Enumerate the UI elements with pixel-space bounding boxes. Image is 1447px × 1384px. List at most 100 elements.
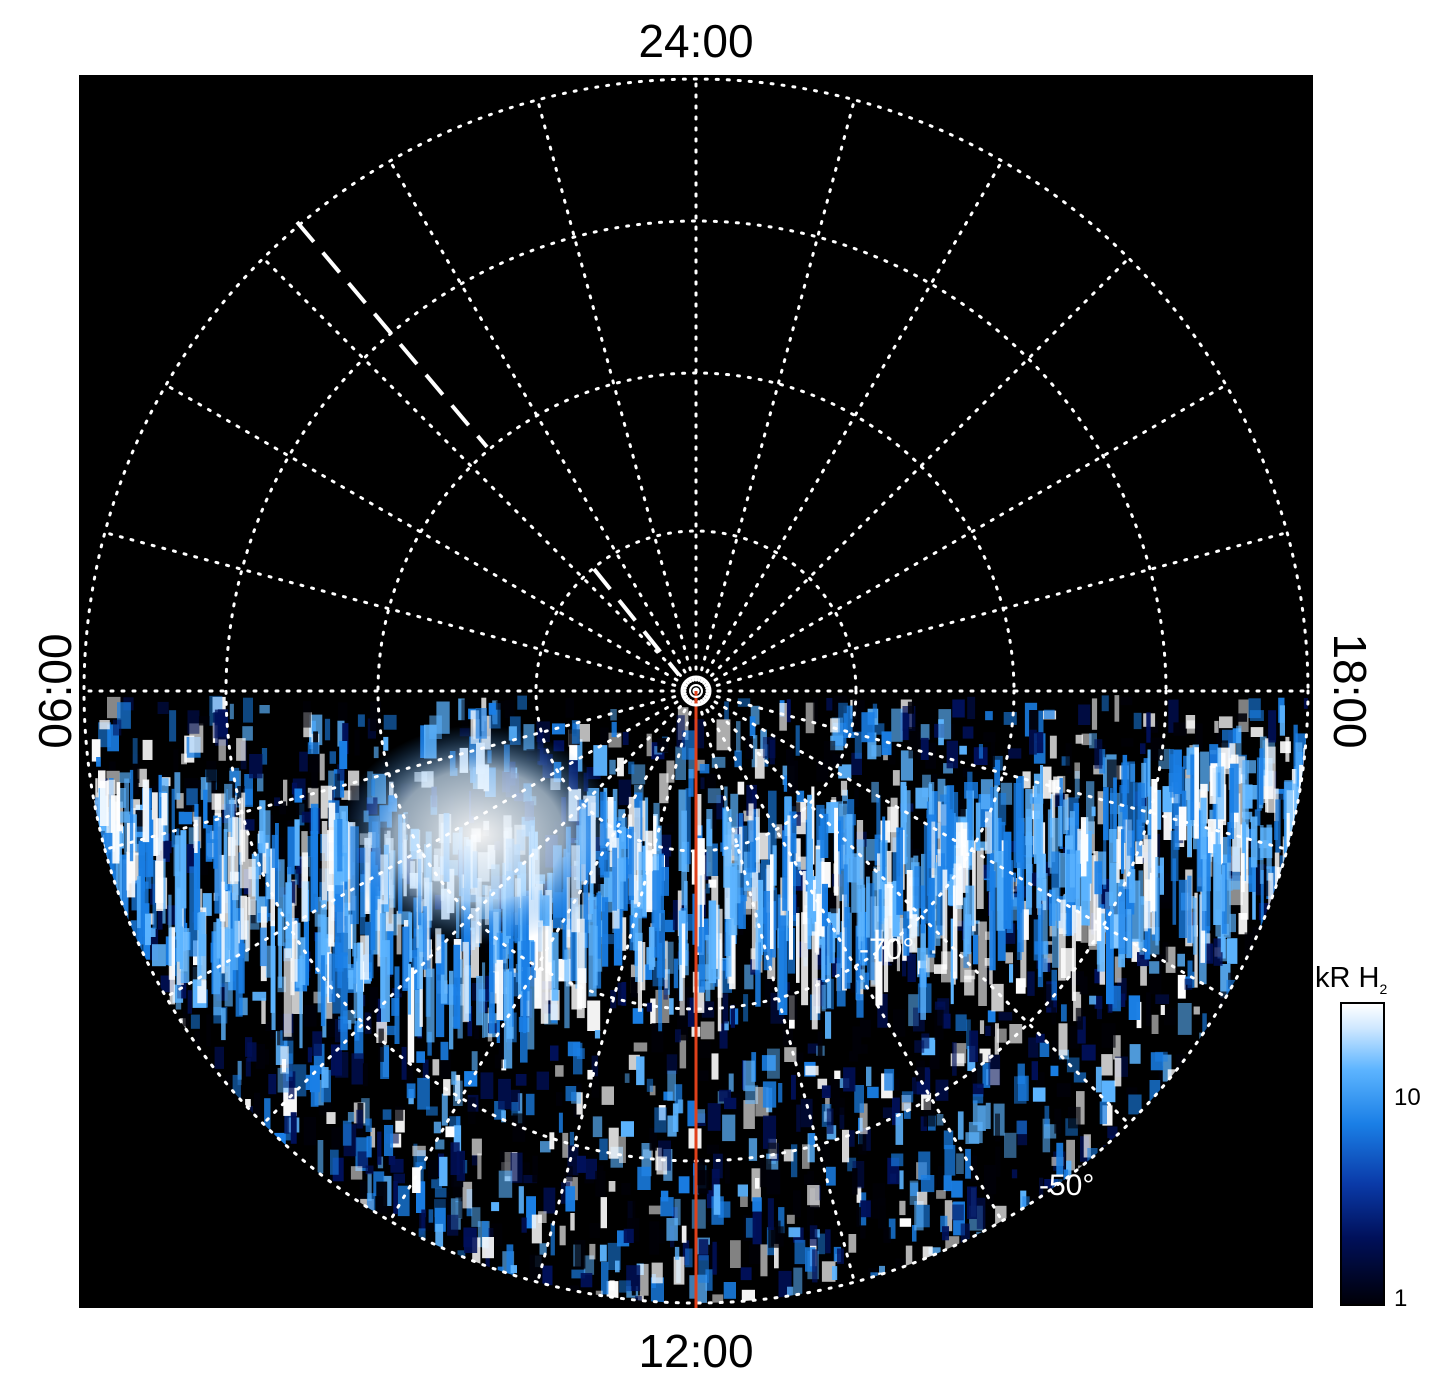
emission-pixel (847, 1157, 857, 1172)
emission-pixel (378, 1028, 384, 1062)
auroral-streak (734, 834, 741, 904)
emission-pixel (166, 905, 177, 925)
emission-pixel (943, 1175, 952, 1192)
emission-pixel (91, 739, 101, 762)
emission-pixel (1146, 712, 1151, 743)
emission-pixel (711, 756, 726, 768)
auroral-streak (1149, 872, 1157, 912)
emission-pixel (450, 1198, 461, 1230)
emission-pixel (675, 746, 686, 780)
auroral-streak (287, 826, 295, 875)
emission-pixel (1160, 1005, 1165, 1015)
emission-pixel (1091, 698, 1098, 730)
emission-pixel (617, 982, 626, 1006)
auroral-streak (310, 803, 319, 835)
emission-pixel (587, 1000, 601, 1031)
emission-pixel (482, 1237, 494, 1259)
emission-pixel (445, 1126, 455, 1138)
auroral-streak (842, 894, 847, 991)
auroral-streak (79, 800, 82, 879)
auroral-streak (182, 901, 186, 951)
emission-pixel (724, 1021, 729, 1031)
emission-pixel (435, 1223, 444, 1256)
emission-pixel (946, 740, 958, 769)
auroral-streak (619, 826, 626, 882)
auroral-streak (884, 884, 894, 962)
auroral-streak (337, 942, 342, 989)
emission-pixel (1128, 1094, 1142, 1115)
auroral-streak (784, 858, 789, 900)
emission-pixel (962, 767, 970, 777)
auroral-streak (1026, 808, 1031, 842)
auroral-streak (1190, 754, 1197, 820)
emission-pixel (665, 919, 675, 933)
pole-marker-icon (680, 675, 712, 707)
emission-pixel (417, 1077, 430, 1110)
emission-pixel (1260, 868, 1271, 897)
auroral-streak (1051, 851, 1061, 921)
emission-pixel (866, 1066, 872, 1087)
emission-pixel (574, 1240, 586, 1269)
auroral-streak (878, 889, 882, 962)
emission-pixel (656, 1229, 665, 1244)
auroral-streak (394, 966, 400, 1044)
auroral-streak (920, 885, 926, 934)
emission-pixel (796, 790, 805, 802)
auroral-streak (1121, 762, 1130, 794)
emission-pixel (937, 778, 946, 802)
emission-pixel (268, 1074, 277, 1095)
emission-pixel (883, 1227, 891, 1243)
auroral-streak (407, 967, 415, 1063)
auroral-streak (1062, 894, 1070, 937)
emission-pixel (1162, 942, 1169, 963)
emission-pixel (1103, 1145, 1116, 1155)
auroral-streak (985, 811, 992, 854)
emission-pixel (471, 1051, 478, 1071)
emission-pixel (842, 789, 848, 807)
auroral-streak (1033, 919, 1041, 961)
emission-pixel (1035, 1033, 1045, 1043)
emission-pixel (457, 1250, 466, 1277)
emission-pixel (1045, 944, 1053, 954)
emission-pixel (681, 1225, 687, 1243)
emission-pixel (313, 1043, 325, 1075)
auroral-streak (751, 871, 759, 970)
emission-pixel (1202, 1013, 1207, 1034)
emission-pixel (805, 1247, 816, 1272)
emission-pixel (462, 1181, 473, 1209)
emission-pixel (914, 1040, 925, 1053)
local-time-meridian (694, 689, 1228, 999)
auroral-streak (453, 944, 461, 1029)
emission-pixel (1140, 958, 1147, 986)
emission-pixel (685, 1248, 693, 1268)
emission-pixel (674, 1084, 683, 1114)
auroral-streak (99, 844, 105, 910)
emission-pixel (964, 969, 976, 980)
auroral-streak (1178, 766, 1185, 839)
emission-pixel (909, 1180, 919, 1205)
auroral-streak (408, 963, 411, 1015)
emission-pixel (488, 702, 497, 715)
auroral-streak (789, 861, 793, 960)
local-time-meridian (694, 531, 1289, 693)
emission-pixel (1008, 897, 1018, 921)
local-time-meridian (694, 383, 1228, 693)
emission-pixel (174, 772, 181, 800)
auroral-streak (1042, 873, 1048, 972)
emission-pixel (666, 760, 675, 783)
emission-pixel (660, 834, 672, 857)
auroral-streak (138, 840, 145, 892)
emission-pixel (290, 905, 301, 924)
emission-pixel (637, 1166, 651, 1190)
auroral-streak (768, 790, 777, 870)
emission-pixel (724, 701, 729, 720)
emission-pixel (412, 1145, 426, 1157)
emission-pixel (549, 1132, 555, 1150)
auroral-streak (564, 949, 570, 1029)
emission-pixel (767, 1198, 774, 1230)
emission-pixel (774, 1243, 779, 1269)
emission-pixel (899, 1218, 912, 1227)
emission-pixel (611, 721, 617, 738)
emission-pixel (849, 1051, 858, 1062)
emission-pixel (1131, 938, 1141, 962)
